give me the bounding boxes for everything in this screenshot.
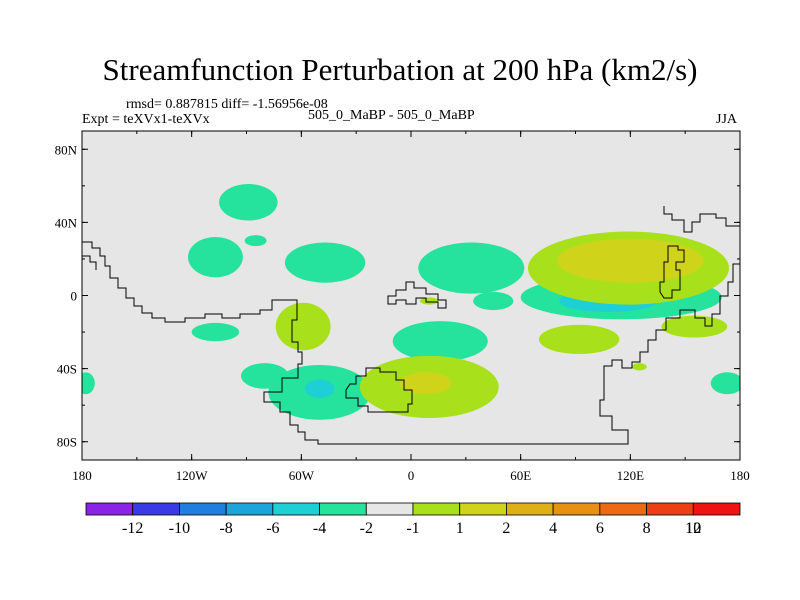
contour-region-4 xyxy=(284,242,366,283)
colorbar-label: 8 xyxy=(643,520,651,537)
contour-region-24 xyxy=(632,363,647,371)
coastline-asia xyxy=(659,245,685,299)
colorbar-swatch-8 xyxy=(412,502,461,516)
contour-region-19 xyxy=(420,297,439,305)
contour-region-12 xyxy=(710,372,740,395)
colorbar-label: 6 xyxy=(596,520,604,537)
coastline-africa-north xyxy=(387,281,447,309)
contour-region-3 xyxy=(219,184,278,221)
y-tick-label: 40N xyxy=(55,215,78,230)
coastline-arctic xyxy=(663,206,740,233)
x-tick-label: 0 xyxy=(408,468,415,483)
x-tick-label: 120W xyxy=(176,468,209,483)
colorbar-swatch-1 xyxy=(85,502,134,516)
y-tick-label: 80N xyxy=(55,142,78,157)
contour-region-8 xyxy=(304,379,335,398)
colorbar-label: -4 xyxy=(313,520,326,537)
colorbar-label: 10 xyxy=(685,520,701,537)
contour-region-5 xyxy=(191,322,240,342)
x-tick-label: 120E xyxy=(617,468,645,483)
contour-region-11 xyxy=(392,321,488,362)
coastline-west-edge xyxy=(82,255,97,270)
contour-region-2 xyxy=(244,235,267,247)
coastline-americas xyxy=(82,241,740,445)
colorbar-swatch-5 xyxy=(272,502,320,516)
colorbar-swatch-7 xyxy=(365,502,414,516)
colorbar-swatch-6 xyxy=(319,502,367,516)
colorbar-label: -1 xyxy=(406,520,419,537)
rmsd-diff-stats: rmsd= 0.887815 diff= -1.56956e-08 xyxy=(126,97,328,112)
colorbar-swatch-10 xyxy=(506,502,554,516)
contour-region-22 xyxy=(557,238,704,283)
colorbar-swatch-2 xyxy=(132,502,180,516)
contour-region-18 xyxy=(400,372,452,395)
x-tick-label: 180 xyxy=(730,468,750,483)
x-tick-label: 60W xyxy=(289,468,315,483)
case-label: 505_0_MaBP - 505_0_MaBP xyxy=(308,108,475,123)
colorbar-swatch-14 xyxy=(692,502,741,516)
contour-region-9 xyxy=(418,242,525,294)
coastline-south-atlantic xyxy=(345,367,413,413)
contour-region-20 xyxy=(538,324,620,354)
colorbar-label: 12 xyxy=(685,520,701,537)
colorbar-swatch-4 xyxy=(225,502,274,516)
contour-region-16 xyxy=(275,302,331,351)
contour-region-10 xyxy=(473,291,514,311)
contour-region-13 xyxy=(82,372,95,395)
colorbar-label: -8 xyxy=(219,520,232,537)
y-tick-label: 80S xyxy=(57,435,77,450)
contour-region-23 xyxy=(661,315,728,338)
colorbar-swatch-12 xyxy=(599,502,647,516)
y-tick-label: 40S xyxy=(57,362,77,377)
season-label: JJA xyxy=(716,112,738,127)
chart-title: Streamfunction Perturbation at 200 hPa (… xyxy=(102,52,698,87)
colorbar-label: -6 xyxy=(266,520,279,537)
colorbar-label: -10 xyxy=(169,520,190,537)
colorbar-label: -12 xyxy=(122,520,143,537)
colorbar-swatch-13 xyxy=(646,502,694,516)
y-tick-label: 0 xyxy=(71,289,78,304)
colorbar-swatch-11 xyxy=(552,502,601,516)
colorbar-label: 1 xyxy=(456,520,464,537)
colorbar-label: 4 xyxy=(549,520,557,537)
colorbar-label: -2 xyxy=(360,520,373,537)
colorbar-swatch-3 xyxy=(179,502,227,516)
y-axis: 80N 40N 0 40S 80S xyxy=(55,142,740,450)
x-axis: 180 120W 60W 0 60E 120E 180 xyxy=(72,131,750,483)
x-tick-label: 180 xyxy=(72,468,92,483)
colorbar-label: 2 xyxy=(502,520,510,537)
colorbar-swatch-9 xyxy=(459,502,507,516)
coastline-layer xyxy=(82,206,740,445)
experiment-label: Expt = teXVx1-teXVx xyxy=(82,112,210,127)
contour-region-1 xyxy=(188,237,243,278)
x-tick-label: 60E xyxy=(510,468,531,483)
